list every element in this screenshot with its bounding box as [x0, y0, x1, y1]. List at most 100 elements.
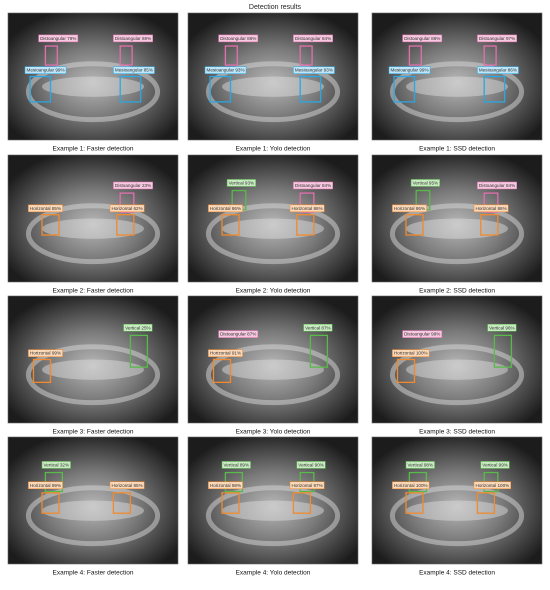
- panel: Example 1: Yolo detection Distoangular 86…: [187, 12, 359, 153]
- detection-label: Vertical 93%: [229, 180, 255, 185]
- bounding-box: [44, 45, 58, 66]
- detection-label: Horizontal 97%: [292, 483, 323, 488]
- label-background: [218, 34, 259, 43]
- panel-caption: Example 2: Faster detection: [53, 288, 134, 295]
- jaw-shape: [205, 203, 341, 265]
- panel: Example 4: SSD detection Vertical 98% Vert…: [371, 436, 543, 577]
- detection-label: Vertical 99%: [482, 462, 508, 467]
- bounding-box: [209, 75, 232, 103]
- label-background: [402, 330, 443, 338]
- teeth-band: [406, 76, 508, 97]
- jaw-shape: [389, 203, 525, 265]
- teeth-band: [222, 500, 324, 521]
- label-background: [293, 181, 333, 190]
- detection-label: Horizontal 85%: [30, 206, 61, 211]
- panel: Example 3: Faster detection Vertical 25% H…: [7, 295, 179, 436]
- label-background: [113, 66, 155, 74]
- panel-caption: Example 2: SSD detection: [419, 288, 495, 295]
- teeth-band: [406, 500, 508, 521]
- detection-label: Vertical 25%: [125, 325, 151, 330]
- label-background: [113, 34, 153, 43]
- label-background: [218, 330, 259, 338]
- label-background: [388, 66, 431, 74]
- detection-label: Horizontal 86%: [292, 206, 323, 211]
- detection-label: Distoangular 87%: [220, 332, 256, 337]
- panel-caption: Example 1: SSD detection: [419, 146, 495, 153]
- teeth-band: [222, 218, 324, 239]
- bounding-box: [483, 192, 499, 213]
- detection-label: Horizontal 99%: [30, 351, 61, 356]
- bounding-box: [129, 334, 149, 368]
- detection-label: Horizontal 99%: [30, 483, 61, 488]
- label-background: [410, 179, 440, 187]
- detection-label: Horizontal 100%: [394, 483, 428, 488]
- bounding-box: [408, 45, 422, 66]
- label-background: [208, 204, 243, 213]
- label-background: [477, 34, 517, 43]
- detection-label: Horizontal 100%: [476, 483, 510, 488]
- bounding-box: [296, 214, 315, 236]
- teeth-band: [222, 359, 324, 380]
- panel: Example 2: Faster detection Distoangular …: [7, 154, 179, 295]
- label-background: [289, 481, 325, 490]
- panel: Example 4: Faster detection Vertical 32% H…: [7, 436, 179, 577]
- label-background: [477, 66, 519, 74]
- detection-label: Horizontal 100%: [394, 351, 428, 356]
- label-background: [208, 481, 243, 490]
- label-background: [303, 324, 333, 332]
- jaw-shape: [389, 61, 525, 123]
- detection-label: Mesioangular 99%: [391, 68, 429, 73]
- detection-label: Vertical 98%: [408, 462, 434, 467]
- detection-label: Mesioangular 86%: [479, 68, 517, 73]
- detection-label: Horizontal 86%: [476, 206, 507, 211]
- label-background: [109, 204, 145, 213]
- label-background: [113, 181, 153, 190]
- bounding-box: [32, 358, 52, 384]
- panel-caption: Example 1: Yolo detection: [236, 146, 311, 153]
- bounding-box: [119, 75, 142, 103]
- detection-label: Vertical 32%: [44, 462, 70, 467]
- detection-label: Horizontal 85%: [112, 483, 143, 488]
- label-background: [296, 461, 326, 469]
- bounding-box: [112, 492, 132, 514]
- label-background: [480, 461, 510, 469]
- label-background: [293, 34, 333, 43]
- detection-label: Mesioangular 85%: [115, 68, 153, 73]
- label-background: [28, 481, 63, 490]
- bounding-box: [483, 45, 497, 66]
- detection-label: Vertical 95%: [413, 180, 439, 185]
- detection-label: Vertical 96%: [489, 325, 515, 330]
- jaw-shape: [389, 485, 525, 547]
- label-background: [402, 34, 443, 43]
- bounding-box: [221, 492, 240, 514]
- label-background: [487, 324, 517, 332]
- bounding-box: [483, 75, 506, 103]
- label-background: [226, 179, 256, 187]
- label-background: [405, 461, 435, 469]
- panel-caption: Example 4: SSD detection: [419, 570, 495, 577]
- teeth-band: [42, 218, 144, 239]
- label-background: [289, 204, 325, 213]
- panel-caption: Example 4: Faster detection: [53, 570, 134, 577]
- bounding-box: [309, 334, 329, 368]
- panel-caption: Example 3: Faster detection: [53, 429, 134, 436]
- label-background: [392, 481, 430, 490]
- detection-label: Vertical 89%: [224, 462, 250, 467]
- teeth-band: [406, 359, 508, 380]
- panel-caption: Example 1: Faster detection: [53, 146, 134, 153]
- bounding-box: [396, 358, 416, 384]
- bounding-box: [292, 492, 312, 514]
- detection-label: Distoangular 99%: [404, 332, 440, 337]
- label-background: [38, 34, 79, 43]
- figure-title: Detection results: [249, 4, 302, 11]
- label-background: [41, 461, 71, 469]
- label-background: [392, 349, 430, 357]
- label-background: [477, 181, 517, 190]
- bounding-box: [493, 334, 513, 368]
- label-background: [293, 66, 335, 74]
- teeth-band: [406, 218, 508, 239]
- label-background: [221, 461, 251, 469]
- bounding-box: [116, 214, 135, 236]
- jaw-shape: [25, 485, 161, 547]
- panel-caption: Example 4: Yolo detection: [236, 570, 311, 577]
